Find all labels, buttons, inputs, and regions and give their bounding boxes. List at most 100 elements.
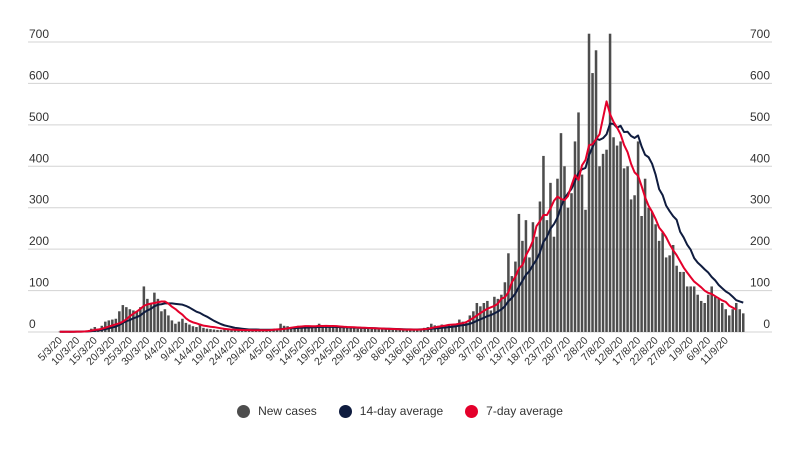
legend-swatch-7-day-average	[465, 404, 479, 418]
bar-66	[289, 327, 293, 332]
y-tick-left-700: 700	[29, 27, 49, 41]
bar-96	[394, 329, 398, 332]
bar-186	[710, 286, 713, 332]
bar-194	[738, 309, 742, 332]
bar-81	[342, 327, 345, 332]
bar-177	[678, 271, 682, 332]
bar-23	[139, 307, 142, 332]
bar-178	[682, 271, 685, 332]
line-7-day-average	[59, 100, 737, 333]
bar-56	[254, 330, 258, 332]
bar-144	[563, 166, 566, 332]
legend-label-7-day-average: 7-day average	[486, 404, 563, 418]
bar-157	[608, 33, 612, 332]
bar-142	[556, 178, 559, 332]
bar-150	[584, 209, 587, 332]
bar-155	[601, 153, 605, 332]
bar-28	[156, 298, 160, 332]
gridlines	[28, 41, 772, 333]
bar-152	[591, 73, 594, 332]
bar-85	[356, 328, 359, 332]
bar-32	[170, 320, 174, 332]
bar-40	[198, 323, 202, 332]
bar-137	[538, 201, 542, 332]
bar-101	[412, 329, 416, 332]
bar-46	[219, 329, 223, 332]
bar-139	[545, 220, 549, 332]
bar-43	[209, 329, 212, 332]
bar-134	[528, 257, 531, 332]
y-tick-right-0: 0	[763, 317, 770, 331]
bar-151	[587, 33, 591, 332]
bar-99	[405, 330, 409, 332]
bar-69	[300, 325, 303, 332]
bar-187	[713, 296, 717, 332]
y-tick-left-400: 400	[29, 151, 49, 165]
bar-18	[121, 305, 125, 332]
bar-16	[114, 318, 118, 332]
bar-22	[135, 311, 139, 332]
legend-item-new-cases: New cases	[237, 404, 317, 418]
y-axis-left: 0 100 200 300 400 500 600 700	[29, 27, 49, 331]
bar-171	[657, 240, 661, 332]
bar-167	[643, 178, 647, 332]
bar-169	[650, 211, 654, 332]
bar-49	[230, 330, 233, 332]
bar-88	[366, 328, 370, 332]
bar-140	[549, 182, 552, 332]
legend-item-7-day-average: 7-day average	[465, 404, 563, 418]
bar-145	[566, 207, 570, 332]
y-axis-right: 0 100 200 300 400 500 600 700	[750, 27, 770, 331]
bar-149	[580, 174, 584, 332]
y-tick-right-500: 500	[750, 110, 770, 124]
bar-24	[142, 286, 146, 332]
bar-193	[734, 302, 738, 332]
bar-158	[612, 137, 615, 332]
bar-87	[363, 328, 366, 332]
bar-97	[398, 329, 402, 332]
bar-165	[636, 141, 640, 332]
bar-31	[167, 315, 170, 332]
bar-89	[370, 328, 373, 332]
y-tick-left-600: 600	[29, 68, 49, 82]
bar-78	[331, 326, 335, 332]
bar-34	[177, 321, 181, 332]
bar-73	[314, 326, 317, 332]
bar-86	[359, 328, 363, 332]
bar-161	[622, 168, 626, 332]
bar-38	[191, 326, 195, 332]
bar-181	[692, 286, 696, 332]
bar-183	[699, 300, 703, 332]
bar-37	[188, 324, 191, 332]
bar-27	[153, 292, 156, 332]
bar-153	[594, 50, 598, 332]
bar-72	[310, 326, 314, 332]
bar-146	[570, 193, 573, 332]
y-tick-right-700: 700	[750, 27, 770, 41]
y-tick-right-400: 400	[750, 151, 770, 165]
bar-80	[338, 327, 342, 332]
bar-190	[724, 309, 727, 332]
bar-132	[521, 240, 524, 332]
bar-50	[233, 330, 237, 332]
bar-76	[324, 326, 328, 332]
bar-111	[447, 324, 451, 332]
bar-174	[668, 255, 671, 332]
bar-123	[489, 310, 493, 332]
bar-185	[706, 294, 710, 332]
bar-41	[202, 327, 205, 332]
bar-110	[444, 326, 447, 332]
bar-98	[401, 329, 405, 332]
legend-label-new-cases: New cases	[258, 404, 317, 418]
bar-170	[654, 224, 657, 332]
bar-94	[387, 329, 391, 332]
bar-44	[212, 329, 216, 332]
bar-168	[647, 207, 650, 332]
bar-47	[223, 329, 226, 332]
bar-182	[696, 294, 699, 332]
bar-180	[689, 286, 692, 332]
bar-36	[184, 322, 188, 332]
bar-148	[577, 112, 580, 333]
bar-175	[671, 244, 675, 332]
bar-125	[496, 298, 500, 332]
